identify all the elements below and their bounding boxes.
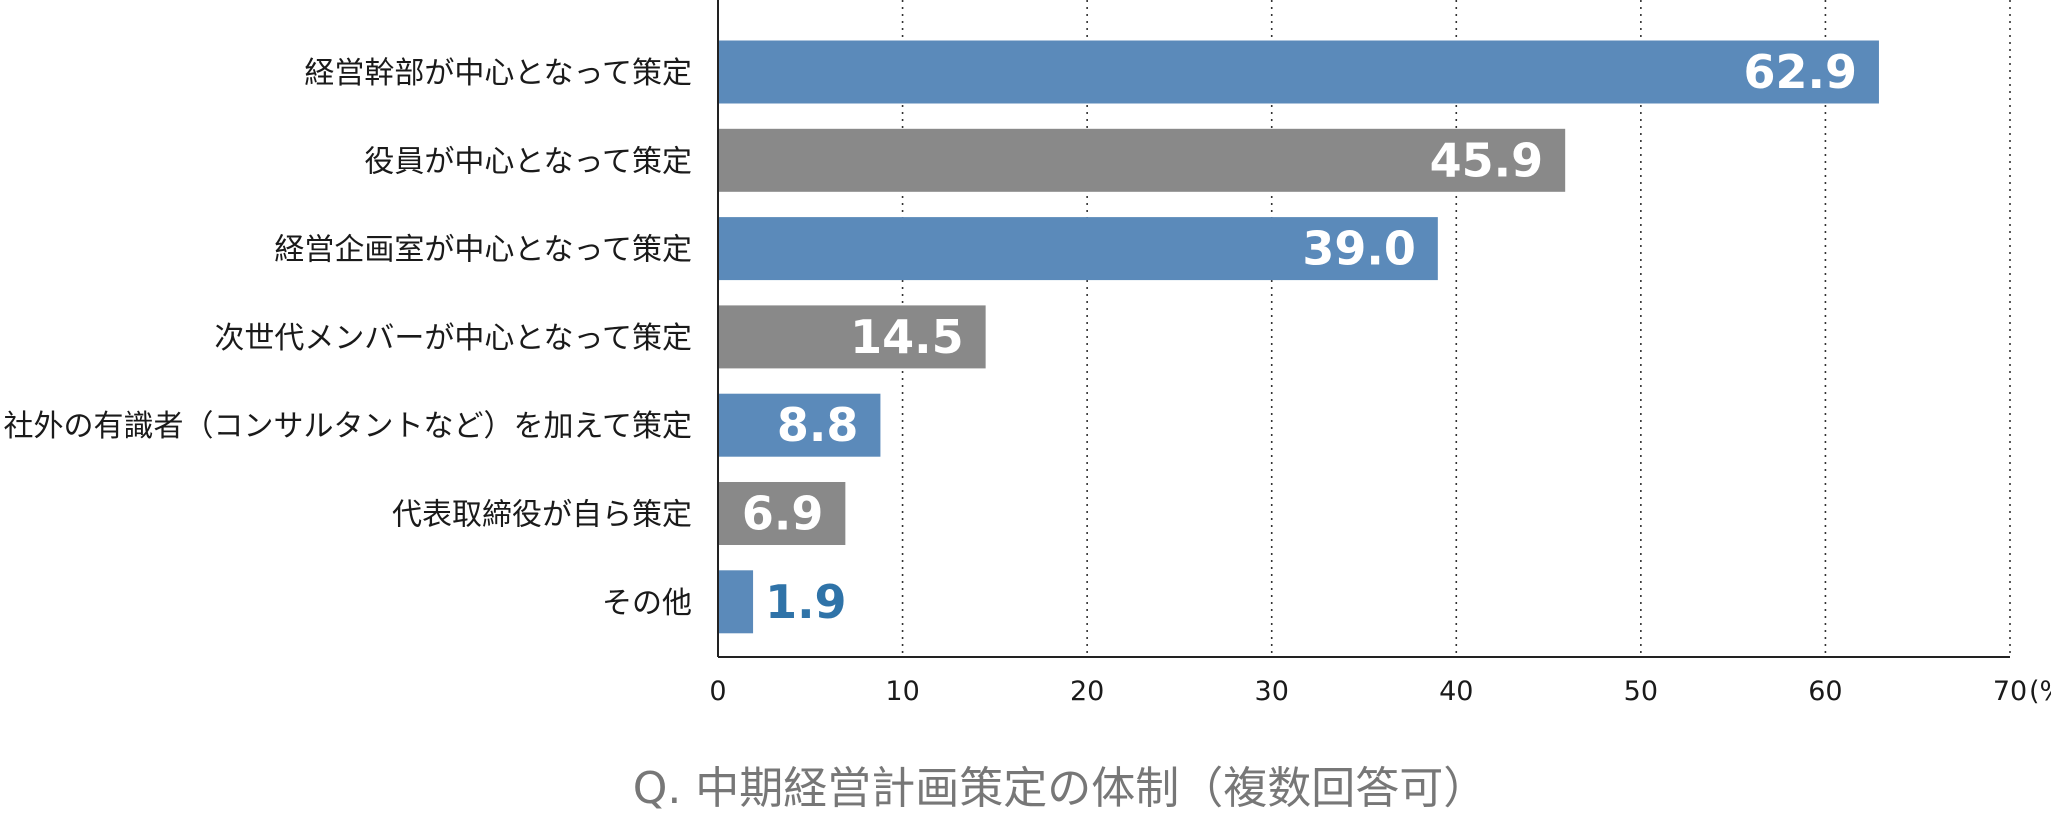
bar-5 <box>718 393 881 457</box>
x-tick-label-10: 10 <box>885 676 919 707</box>
x-tick-label-70: 70 <box>1993 676 2027 707</box>
x-tick-label-40: 40 <box>1439 676 1473 707</box>
axis-layer: 0 10 20 30 40 50 60 70(%) <box>709 0 2051 707</box>
x-tick-label-50: 50 <box>1624 676 1658 707</box>
category-label-3: 経営企画室が中心となって策定 <box>274 233 692 268</box>
category-label-4: 次世代メンバーが中心となって策定 <box>214 321 692 356</box>
category-label-5: 社外の有識者（コンサルタントなど）を加えて策定 <box>4 409 693 444</box>
x-tick-label-0: 0 <box>709 676 726 707</box>
bar-1 <box>718 40 1879 104</box>
grid-layer <box>901 0 2011 657</box>
value-label-7: 1.9 <box>765 575 847 629</box>
bar-4 <box>718 305 986 369</box>
x-unit-label: (%) <box>2029 676 2051 707</box>
bar-3 <box>718 217 1438 281</box>
value-label-1: 62.9 <box>1743 45 1857 99</box>
x-tick-label-60: 60 <box>1808 676 1842 707</box>
category-label-2: 役員が中心となって策定 <box>364 144 692 179</box>
value-label-2: 45.9 <box>1430 133 1544 187</box>
category-label-1: 経営幹部が中心となって策定 <box>304 56 692 91</box>
value-label-3: 39.0 <box>1302 222 1416 276</box>
labels-layer: 経営幹部が中心となって策定 62.9 役員が中心となって策定 45.9 経営企画室が中心… <box>4 45 1857 629</box>
value-label-5: 8.8 <box>777 398 859 452</box>
x-tick-label-20: 20 <box>1070 676 1104 707</box>
bar-6 <box>718 482 846 545</box>
value-label-4: 14.5 <box>850 310 964 364</box>
bar-2 <box>718 128 1566 192</box>
value-label-6: 6.9 <box>742 487 824 541</box>
bars-layer <box>718 40 1879 634</box>
x-tick-label-30: 30 <box>1255 676 1289 707</box>
category-label-6: 代表取締役が自ら策定 <box>392 498 692 533</box>
bar-7 <box>718 570 754 634</box>
chart-title: Q. 中期経営計画策定の体制（複数回答可） <box>633 763 1488 814</box>
category-label-7: その他 <box>602 586 692 621</box>
